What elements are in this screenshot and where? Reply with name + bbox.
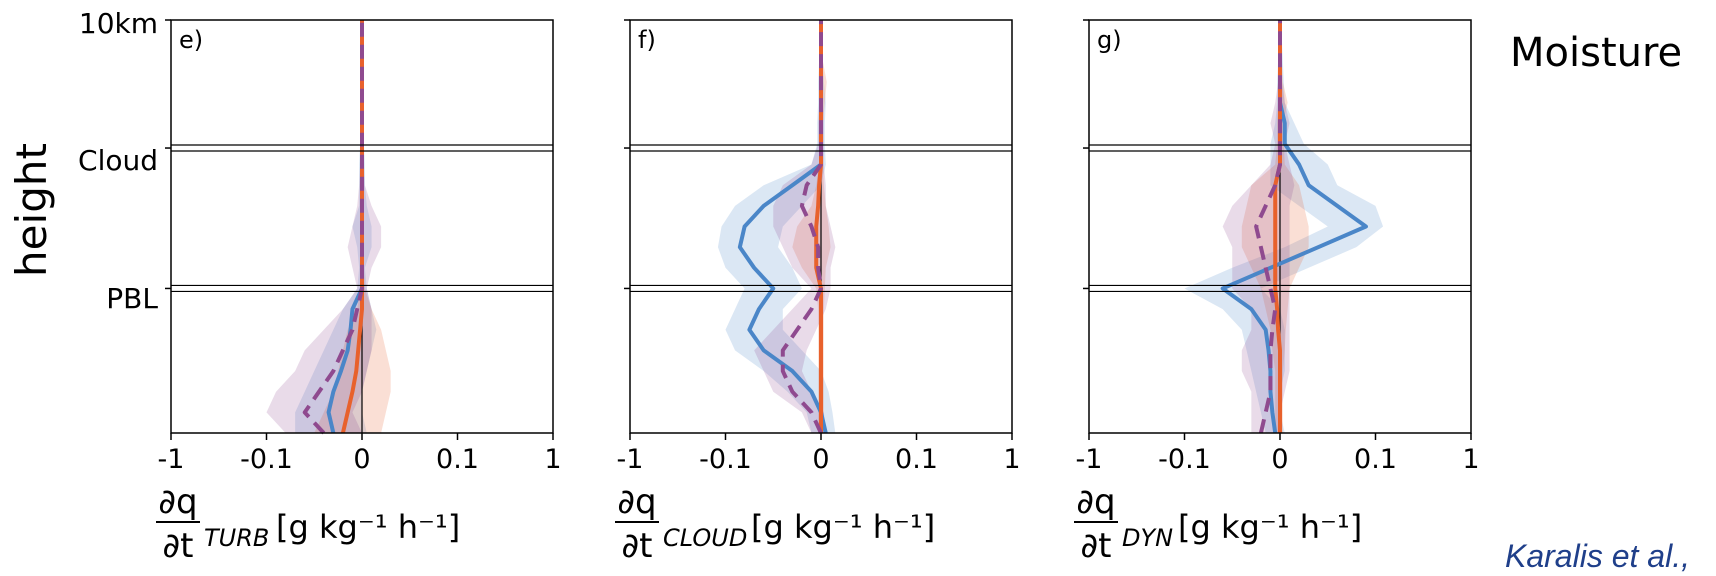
x-tick-label: -0.1 <box>1158 444 1211 475</box>
series-line-2 <box>302 20 364 435</box>
series-line-2 <box>1254 20 1282 434</box>
uncertainty-band-0 <box>1184 20 1384 433</box>
x-tick-label: 0.1 <box>436 444 479 475</box>
panel-f: -1 -0.1 0 0.1 1 f) ∂q∂t CLOUD [g kg⁻¹ h⁻¹] <box>615 19 1021 566</box>
x-label-units: [g kg⁻¹ h⁻¹] <box>276 508 460 546</box>
series-line-2 <box>780 20 823 434</box>
y-tick-label-pbl: PBL <box>106 282 158 315</box>
panel-e: -1 -0.1 0 0.1 1 e) ∂q∂t TURB [g kg⁻¹ h⁻¹] <box>156 19 562 566</box>
y-axis-label: height <box>7 143 56 277</box>
x-label-numerator: ∂q <box>158 482 197 522</box>
x-label-units: [g kg⁻¹ h⁻¹] <box>1178 508 1362 546</box>
panel-label: e) <box>179 26 203 54</box>
x-label-denominator: ∂t <box>1081 526 1112 566</box>
figure-side-title: Moisture <box>1510 30 1683 76</box>
x-tick-label: -0.1 <box>240 444 293 475</box>
x-label-denominator: ∂t <box>622 526 653 566</box>
x-tick-label: -1 <box>617 444 644 475</box>
panel-g: -1 -0.1 0 0.1 1 g) ∂q∂t DYN [g kg⁻¹ h⁻¹] <box>1074 19 1480 566</box>
x-tick-label: 0 <box>353 444 370 475</box>
uncertainty-band-0 <box>717 20 836 433</box>
x-label-units: [g kg⁻¹ h⁻¹] <box>751 508 935 546</box>
x-label-subscript: CLOUD <box>663 524 747 552</box>
x-tick-label: 0.1 <box>895 444 938 475</box>
x-tick-label: -1 <box>158 444 185 475</box>
uncertainty-band-0 <box>295 20 377 433</box>
x-tick-label: 1 <box>1462 444 1479 475</box>
uncertainty-band-1 <box>314 20 391 433</box>
x-label-subscript: DYN <box>1122 524 1173 552</box>
x-tick-label: 0.1 <box>1354 444 1397 475</box>
x-tick-label: 1 <box>1003 444 1020 475</box>
y-tick-label-10km: 10km <box>79 7 158 40</box>
panel-label: g) <box>1097 26 1122 54</box>
x-label-numerator: ∂q <box>1076 482 1115 522</box>
panel-label: f) <box>638 26 656 54</box>
x-label-numerator: ∂q <box>617 482 656 522</box>
x-tick-label: 0 <box>1271 444 1288 475</box>
citation-text: Karalis et al., <box>1505 538 1690 574</box>
uncertainty-band-2 <box>754 20 836 433</box>
x-label-subscript: TURB <box>204 524 269 552</box>
x-label-denominator: ∂t <box>163 526 194 566</box>
x-tick-label: -1 <box>1076 444 1103 475</box>
y-tick-label-cloud: Cloud <box>78 144 158 177</box>
x-tick-label: -0.1 <box>699 444 752 475</box>
x-tick-label: 0 <box>812 444 829 475</box>
x-tick-label: 1 <box>544 444 561 475</box>
